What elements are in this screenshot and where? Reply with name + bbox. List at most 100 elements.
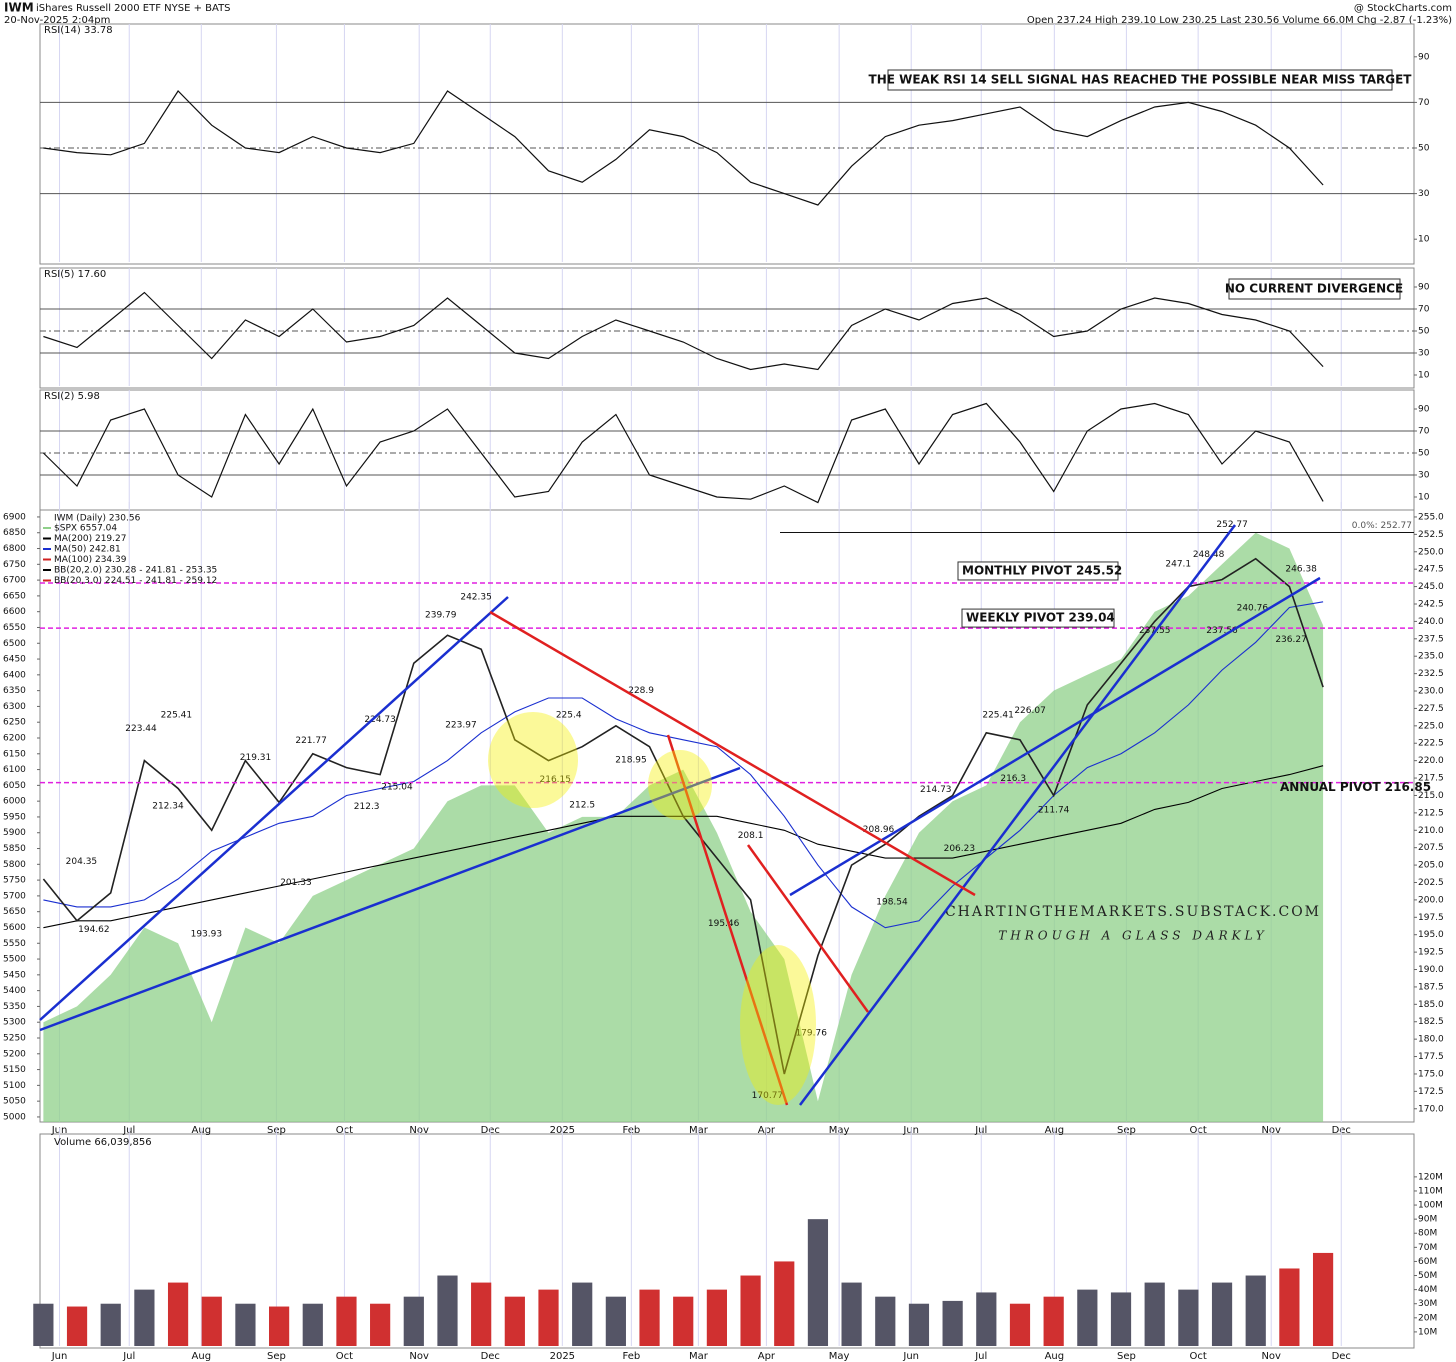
x-tick-label: Jul [122, 1351, 135, 1362]
panel-title: RSI(5) 17.60 [44, 269, 106, 280]
volume-bar [370, 1303, 391, 1346]
quote: Open 237.24 High 239.10 Low 230.25 Last … [1027, 15, 1452, 26]
symbol: IWM [4, 1, 34, 15]
y-tick-label: 215.0 [1418, 791, 1444, 801]
volume-bar [1211, 1282, 1233, 1346]
volume-bar [403, 1296, 424, 1346]
y2-tick-label: 5800 [3, 860, 26, 870]
x-tick-label: Feb [622, 1351, 640, 1362]
legend-entry: MA(200) 219.27 [54, 534, 126, 544]
y-tick-label: 237.5 [1418, 634, 1444, 644]
x-tick-label: Nov [409, 1351, 429, 1362]
x-tick-label: Apr [758, 1351, 776, 1362]
volume-bar [1009, 1303, 1031, 1346]
legend-entry: BB(20,3.0) 224.51 - 241.81 - 259.12 [54, 576, 217, 586]
volume-bar [908, 1303, 930, 1346]
price-label: 223.97 [445, 721, 477, 731]
price-label: 247.1 [1165, 559, 1191, 569]
y2-tick-label: 5450 [3, 970, 26, 980]
y-tick-label: 187.5 [1418, 982, 1444, 992]
trendline [789, 576, 1321, 897]
y-tick-label: 120M [1418, 1172, 1443, 1182]
y-tick-label: 175.0 [1418, 1069, 1444, 1079]
y-tick-label: 252.5 [1418, 530, 1444, 540]
price-label: 225.41 [161, 710, 193, 720]
volume-bar [841, 1282, 862, 1346]
y-tick-label: 235.0 [1418, 652, 1444, 662]
y-tick-label: 177.5 [1418, 1052, 1444, 1062]
y-tick-label: 90 [1418, 283, 1430, 293]
y2-tick-label: 5300 [3, 1018, 26, 1028]
price-label: 212.34 [152, 801, 184, 811]
y2-tick-label: 5100 [3, 1081, 26, 1091]
y2-tick-label: 5950 [3, 812, 26, 822]
y-tick-label: 10 [1418, 235, 1430, 245]
x-tick-label: 2025 [550, 1351, 575, 1362]
y-tick-label: 195.0 [1418, 930, 1444, 940]
line [43, 601, 1324, 929]
y-tick-label: 172.5 [1418, 1087, 1444, 1097]
price-label: 228.9 [628, 686, 654, 696]
line [43, 291, 1324, 371]
x-tick-label: Oct [336, 1351, 353, 1362]
y-tick-label: 230.0 [1418, 687, 1444, 697]
price-label: 215.04 [381, 783, 413, 793]
y-tick-label: 255.0 [1418, 512, 1444, 522]
volume-bar [1077, 1289, 1098, 1346]
price-label: 204.35 [66, 857, 98, 867]
y-tick-label: 30 [1418, 349, 1430, 359]
annotation: NO CURRENT DIVERGENCE [1225, 282, 1403, 296]
panel-frame [39, 1133, 1415, 1349]
x-tick-label: May [829, 1351, 850, 1362]
y2-tick-label: 6150 [3, 749, 26, 759]
y2-tick-label: 5350 [3, 1002, 26, 1012]
date: 20-Nov-2025 2:04pm [4, 15, 110, 26]
y-tick-label: 70M [1418, 1243, 1437, 1253]
y-tick-label: 182.5 [1418, 1017, 1444, 1027]
y2-tick-label: 6500 [3, 639, 26, 649]
panel-title: RSI(2) 5.98 [44, 391, 100, 402]
panel-frame [39, 267, 1415, 389]
y-tick-label: 10M [1418, 1327, 1437, 1337]
y2-tick-label: 6450 [3, 655, 26, 665]
y2-tick-label: 6400 [3, 670, 26, 680]
price-label: 206.23 [944, 844, 976, 854]
price-label: 195.46 [708, 919, 740, 929]
y-tick-label: 80M [1418, 1229, 1437, 1239]
y2-tick-label: 5600 [3, 923, 26, 933]
price-label: 212.5 [569, 800, 595, 810]
y-tick-label: 245.0 [1418, 582, 1444, 592]
y-tick-label: 10 [1418, 493, 1430, 503]
volume-bar [504, 1296, 525, 1346]
x-tick-label: Aug [192, 1351, 212, 1362]
y-tick-label: 217.5 [1418, 774, 1444, 784]
y-tick-label: 170.0 [1418, 1104, 1444, 1114]
y2-tick-label: 6900 [3, 512, 26, 522]
pivot-label: WEEKLY PIVOT 239.04 [966, 611, 1115, 625]
y-tick-label: 180.0 [1418, 1035, 1444, 1045]
price-label: 194.62 [78, 925, 110, 935]
line [43, 90, 1324, 206]
trendline [39, 766, 741, 1032]
price-label: 219.31 [240, 753, 272, 763]
price-label: 212.3 [354, 802, 380, 812]
y-tick-label: 232.5 [1418, 669, 1444, 679]
volume-bar [605, 1296, 626, 1346]
x-tick-label: Sep [1117, 1351, 1136, 1362]
volume-bar [1245, 1275, 1266, 1346]
label-box [961, 608, 1115, 628]
volume-bar [100, 1303, 121, 1346]
volume-bar [1144, 1282, 1165, 1346]
y-tick-label: 90 [1418, 405, 1430, 415]
x-tick-label: Jun [51, 1351, 68, 1362]
y2-tick-label: 5250 [3, 1034, 26, 1044]
price-label: 239.79 [425, 610, 457, 620]
price-label: 179.76 [795, 1028, 827, 1038]
volume-bar [235, 1303, 256, 1346]
volume-bar [673, 1296, 694, 1346]
x-tick-label: Aug [1045, 1351, 1065, 1362]
y-tick-label: 242.5 [1418, 599, 1444, 609]
y-tick-label: 185.0 [1418, 1000, 1444, 1010]
y2-tick-label: 5650 [3, 907, 26, 917]
